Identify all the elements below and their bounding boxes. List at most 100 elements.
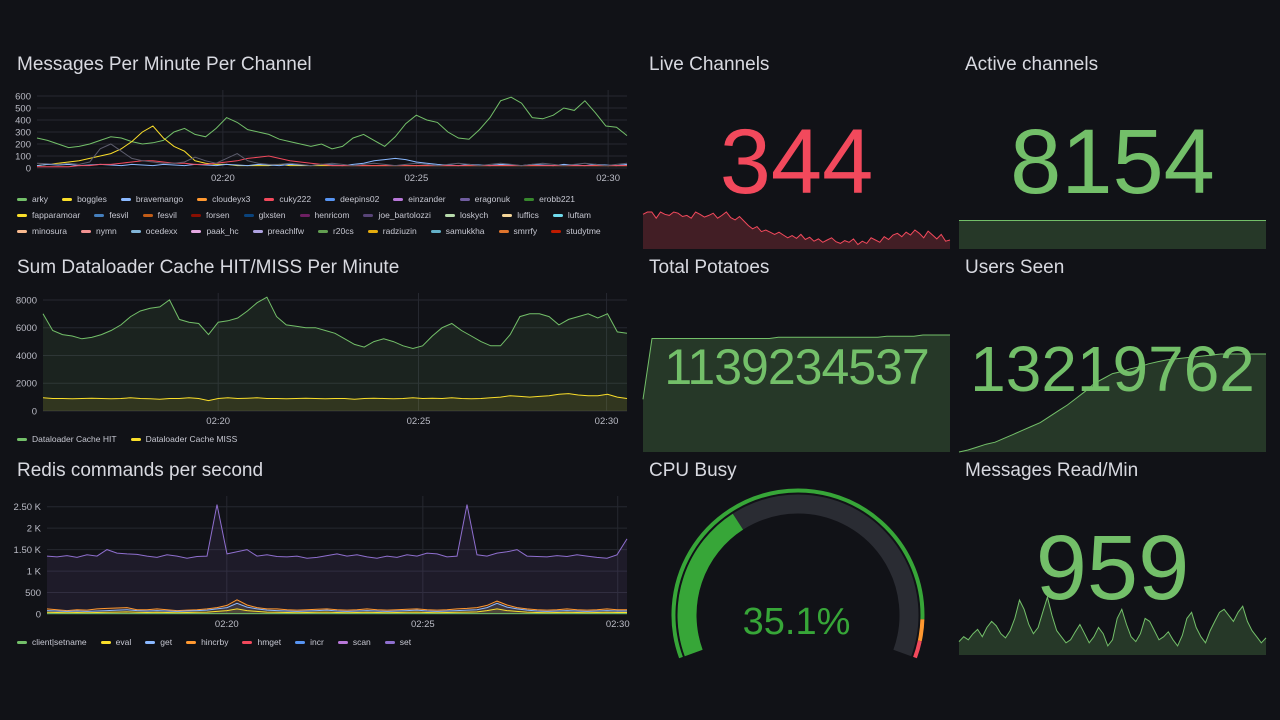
panel-title[interactable]: Users Seen bbox=[965, 257, 1065, 278]
legend-item[interactable]: luftam bbox=[552, 210, 591, 220]
series-line[interactable] bbox=[46, 608, 627, 614]
legend-item[interactable]: scan bbox=[337, 636, 371, 648]
legend-item[interactable]: hmget bbox=[242, 636, 281, 648]
legend-item[interactable]: cloudeyx3 bbox=[197, 194, 250, 204]
series-line[interactable] bbox=[46, 602, 627, 612]
legend-item[interactable]: cuky222 bbox=[264, 194, 311, 204]
legend-swatch bbox=[299, 213, 310, 217]
legend-item[interactable]: vixi bbox=[83, 242, 110, 244]
legend-swatch bbox=[430, 229, 441, 233]
legend-item[interactable]: deepins02 bbox=[325, 194, 379, 204]
y-tick-label: 0 bbox=[26, 164, 31, 175]
legend-item[interactable]: henricom bbox=[299, 210, 349, 220]
legend-item[interactable]: einzander bbox=[393, 194, 446, 204]
legend-item[interactable]: samukkha bbox=[430, 226, 485, 236]
legend-item[interactable]: incr bbox=[295, 636, 324, 648]
legend-swatch bbox=[242, 640, 253, 644]
dataloader-cache-chart[interactable]: 0 2000 4000 6000 8000 02:20 02:25 02:30 bbox=[16, 289, 629, 429]
legend-item[interactable]: erobb221 bbox=[524, 194, 575, 204]
legend-item[interactable]: paak_hc bbox=[191, 226, 239, 236]
legend-swatch bbox=[384, 640, 395, 644]
legend-label: watemefinee bbox=[207, 242, 255, 244]
x-tick-label: 02:30 bbox=[606, 619, 630, 630]
panel-title[interactable]: CPU Busy bbox=[649, 460, 737, 481]
messages-read-value: 959 bbox=[1035, 517, 1190, 619]
legend-item[interactable]: eragonuk bbox=[459, 194, 510, 204]
panel-title[interactable]: Sum Dataloader Cache HIT/MISS Per Minute bbox=[17, 257, 400, 278]
legend-label: fesvil bbox=[157, 210, 177, 220]
panel-title[interactable]: Redis commands per second bbox=[17, 460, 264, 481]
legend-label: cloudeyx3 bbox=[212, 194, 251, 204]
legend-item[interactable]: ocedexx bbox=[130, 226, 177, 236]
panel-title[interactable]: Total Potatoes bbox=[649, 257, 770, 278]
panel-title[interactable]: Active channels bbox=[965, 54, 1099, 75]
legend-item[interactable]: fapparamoar bbox=[17, 210, 80, 220]
legend-item[interactable]: Dataloader Cache MISS bbox=[130, 433, 237, 445]
cpu-busy-value: 35.1% bbox=[742, 601, 851, 643]
series-line[interactable] bbox=[36, 157, 628, 167]
series-line[interactable] bbox=[42, 393, 628, 402]
legend-item[interactable]: luffics bbox=[502, 210, 539, 220]
x-tick-label: 02:25 bbox=[407, 416, 431, 427]
series-line[interactable] bbox=[37, 155, 627, 168]
series-line[interactable] bbox=[36, 96, 628, 150]
legend-item[interactable]: wabilisabli bbox=[125, 242, 179, 244]
redis-commands-chart[interactable]: 0 500 1 K 1.50 K 2 K 2.50 K 02:20 02:25 02:30 bbox=[14, 492, 630, 632]
legend-swatch bbox=[502, 213, 513, 217]
legend-item[interactable]: preachlfw bbox=[252, 226, 304, 236]
legend-item[interactable]: loskych bbox=[444, 210, 488, 220]
legend-swatch bbox=[142, 213, 153, 217]
series-line[interactable] bbox=[46, 599, 627, 612]
legend-swatch bbox=[17, 437, 27, 441]
legend-item[interactable]: nymn bbox=[80, 226, 117, 236]
legend-item[interactable]: smrrfy bbox=[498, 226, 537, 236]
legend-item[interactable]: arky bbox=[17, 194, 48, 204]
x-tick-label: 02:25 bbox=[404, 173, 428, 184]
sparkline-line bbox=[642, 334, 950, 400]
y-tick-label: 4000 bbox=[16, 351, 37, 362]
legend-item[interactable]: radziuzin bbox=[367, 226, 417, 236]
redis-legend: client|setname eval get hincrby hmget incr sca… bbox=[17, 636, 622, 648]
users-seen-panel: Users Seen 13219762 bbox=[958, 257, 1266, 453]
series-line[interactable] bbox=[42, 296, 628, 350]
series-line[interactable] bbox=[46, 504, 628, 559]
legend-item[interactable]: fesvil bbox=[94, 210, 129, 220]
legend-label: incr bbox=[310, 637, 324, 647]
legend-item[interactable]: hincrby bbox=[186, 636, 228, 648]
legend-label: hincrby bbox=[201, 637, 229, 647]
legend-item[interactable]: set bbox=[384, 636, 411, 648]
sparkline-line bbox=[958, 353, 1266, 453]
legend-label: einzander bbox=[408, 194, 446, 204]
legend-item[interactable]: eval bbox=[100, 636, 131, 648]
panel-title[interactable]: Live Channels bbox=[649, 54, 770, 75]
legend-item[interactable]: client|setname bbox=[17, 636, 87, 648]
panel-title[interactable]: Messages Read/Min bbox=[965, 460, 1139, 481]
panel-title[interactable]: Messages Per Minute Per Channel bbox=[17, 54, 312, 75]
y-tick-label: 0 bbox=[36, 610, 41, 621]
legend-item[interactable]: Dataloader Cache HIT bbox=[17, 433, 117, 445]
legend-item[interactable]: get bbox=[145, 636, 172, 648]
legend-label: studytme bbox=[566, 226, 601, 236]
legend-swatch bbox=[100, 640, 111, 644]
legend-item[interactable]: boggles bbox=[62, 194, 107, 204]
legend-swatch bbox=[190, 213, 201, 217]
dataloader-cache-panel: Sum Dataloader Cache HIT/MISS Per Minute… bbox=[16, 257, 629, 447]
legend-swatch bbox=[243, 213, 254, 217]
legend-item[interactable]: joe_bartolozzi bbox=[363, 210, 431, 220]
legend-item[interactable]: bravemango bbox=[120, 194, 183, 204]
legend-item[interactable]: forsen bbox=[190, 210, 230, 220]
cpu-busy-panel: CPU Busy 35.1% bbox=[643, 460, 950, 659]
legend-item[interactable]: studytme bbox=[551, 226, 601, 236]
legend-swatch bbox=[80, 229, 91, 233]
sparkline-line bbox=[642, 211, 951, 246]
legend-item[interactable]: r20cs bbox=[317, 226, 354, 236]
legend-item[interactable]: glxsten bbox=[243, 210, 286, 220]
legend-item[interactable]: fesvil bbox=[142, 210, 177, 220]
legend-label: erobb221 bbox=[539, 194, 576, 204]
legend-item[interactable]: minosura bbox=[17, 226, 67, 236]
legend-item[interactable]: trashybop bbox=[17, 242, 69, 244]
legend-label: arky bbox=[32, 194, 49, 204]
legend-item[interactable]: watemefinee bbox=[192, 242, 255, 244]
series-line[interactable] bbox=[36, 143, 628, 167]
